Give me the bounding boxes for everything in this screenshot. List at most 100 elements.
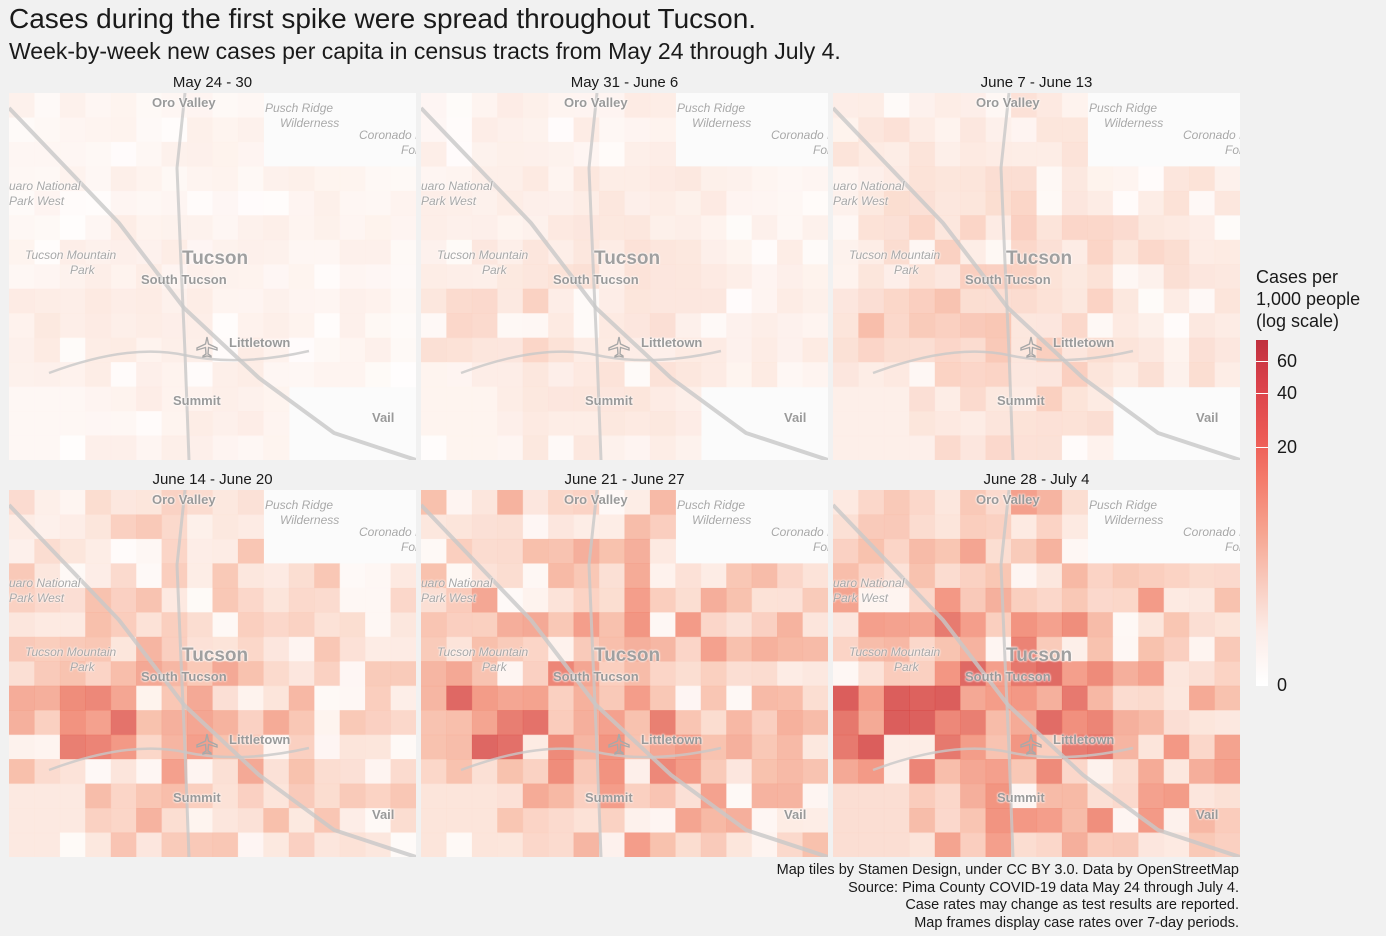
- census-tract: [649, 685, 676, 711]
- place-label-oro-valley: Oro Valley: [564, 492, 628, 507]
- census-tract: [1061, 636, 1088, 662]
- census-tract: [624, 190, 651, 216]
- census-tract: [802, 734, 828, 760]
- census-tract: [237, 288, 264, 314]
- census-tract: [59, 411, 86, 437]
- census-tract: [365, 215, 392, 241]
- census-tract: [883, 166, 910, 192]
- census-tract: [59, 563, 86, 589]
- census-tract: [624, 411, 651, 437]
- census-tract: [421, 783, 447, 809]
- census-tract: [1036, 313, 1063, 339]
- census-tract: [237, 661, 264, 687]
- census-tract: [1214, 288, 1240, 314]
- census-tract: [649, 435, 676, 460]
- census-tract: [649, 563, 676, 589]
- census-tract: [624, 362, 651, 388]
- census-tract: [339, 636, 366, 662]
- census-tract: [751, 362, 778, 388]
- place-label-line: Tucson Mountain: [25, 248, 117, 262]
- census-tract: [934, 636, 961, 662]
- census-tract: [9, 313, 35, 339]
- census-tract: [726, 685, 753, 711]
- census-tract: [161, 190, 188, 216]
- census-tract: [1011, 239, 1038, 265]
- census-tract: [497, 514, 524, 540]
- census-tract: [471, 538, 498, 564]
- census-tract: [548, 386, 575, 412]
- census-tract: [34, 612, 61, 638]
- census-tract: [833, 685, 859, 711]
- census-tract: [446, 808, 473, 834]
- census-tract: [833, 411, 859, 437]
- census-tract: [263, 190, 290, 216]
- census-tract: [522, 141, 549, 167]
- census-tract: [1087, 587, 1114, 613]
- place-label-vail: Vail: [784, 807, 807, 822]
- census-tract: [573, 239, 600, 265]
- census-tract: [212, 636, 239, 662]
- place-label-littletown: Littletown: [641, 732, 703, 747]
- census-tract: [1189, 734, 1216, 760]
- census-tract: [858, 313, 885, 339]
- census-tract: [34, 490, 61, 516]
- census-tract: [85, 141, 112, 167]
- census-tract: [471, 411, 498, 437]
- census-tract: [161, 563, 188, 589]
- census-tract: [161, 587, 188, 613]
- census-tract: [9, 166, 35, 192]
- census-tract: [934, 514, 961, 540]
- highway-line: [833, 503, 1240, 857]
- census-tract: [522, 337, 549, 363]
- highway-line: [175, 93, 191, 460]
- census-tract: [909, 264, 936, 290]
- census-tract: [1036, 190, 1063, 216]
- census-tract: [1011, 166, 1038, 192]
- census-tract: [599, 514, 626, 540]
- census-tract: [1011, 288, 1038, 314]
- census-tract: [858, 337, 885, 363]
- census-tract: [1214, 239, 1240, 265]
- census-tract: [59, 166, 86, 192]
- census-tract: [9, 288, 35, 314]
- census-tract: [802, 288, 828, 314]
- census-tract: [446, 661, 473, 687]
- panel-title: June 28 - July 4: [983, 471, 1090, 488]
- census-tract: [883, 636, 910, 662]
- census-tract: [1138, 612, 1165, 638]
- census-tract: [212, 783, 239, 809]
- census-tract: [1036, 636, 1063, 662]
- census-tract: [909, 636, 936, 662]
- place-label-line: Wilderness: [1104, 513, 1164, 527]
- census-tract: [288, 215, 315, 241]
- census-tract: [1011, 563, 1038, 589]
- census-tract: [522, 685, 549, 711]
- map-panel: June 7 - June 13 Oro Valley Pusch Ridge Wil…: [833, 73, 1240, 460]
- census-tract: [1138, 264, 1165, 290]
- census-tract: [700, 166, 727, 192]
- census-tract: [777, 239, 804, 265]
- census-tract: [700, 832, 727, 857]
- census-tract: [34, 166, 61, 192]
- census-tract: [339, 759, 366, 785]
- census-tract: [34, 710, 61, 736]
- census-tract: [110, 93, 137, 119]
- census-tract: [471, 612, 498, 638]
- place-label-tucson-mountain: Tucson Mountain Park: [849, 645, 940, 675]
- census-tract: [497, 117, 524, 143]
- census-tract: [909, 490, 936, 516]
- airport-icon: [607, 732, 631, 756]
- census-tract: [833, 141, 859, 167]
- census-tract: [548, 411, 575, 437]
- census-tract: [858, 215, 885, 241]
- census-tract: [288, 612, 315, 638]
- panel-title: May 31 - June 6: [570, 74, 679, 91]
- census-tract: [471, 490, 498, 516]
- place-label-line: Tucson Mountain: [849, 645, 941, 659]
- census-tract: [471, 215, 498, 241]
- census-tract: [777, 264, 804, 290]
- census-tract: [777, 166, 804, 192]
- census-tract: [624, 166, 651, 192]
- census-tract: [471, 141, 498, 167]
- census-tract: [833, 734, 859, 760]
